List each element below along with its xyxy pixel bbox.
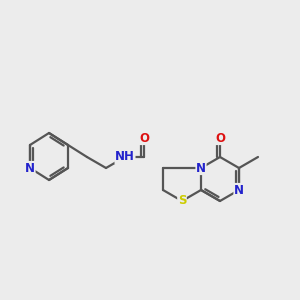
Text: N: N [25, 161, 35, 175]
Text: NH: NH [115, 151, 135, 164]
Text: S: S [178, 194, 186, 208]
Text: N: N [234, 184, 244, 196]
Text: O: O [215, 131, 225, 145]
Text: O: O [139, 131, 149, 145]
Text: N: N [196, 161, 206, 175]
